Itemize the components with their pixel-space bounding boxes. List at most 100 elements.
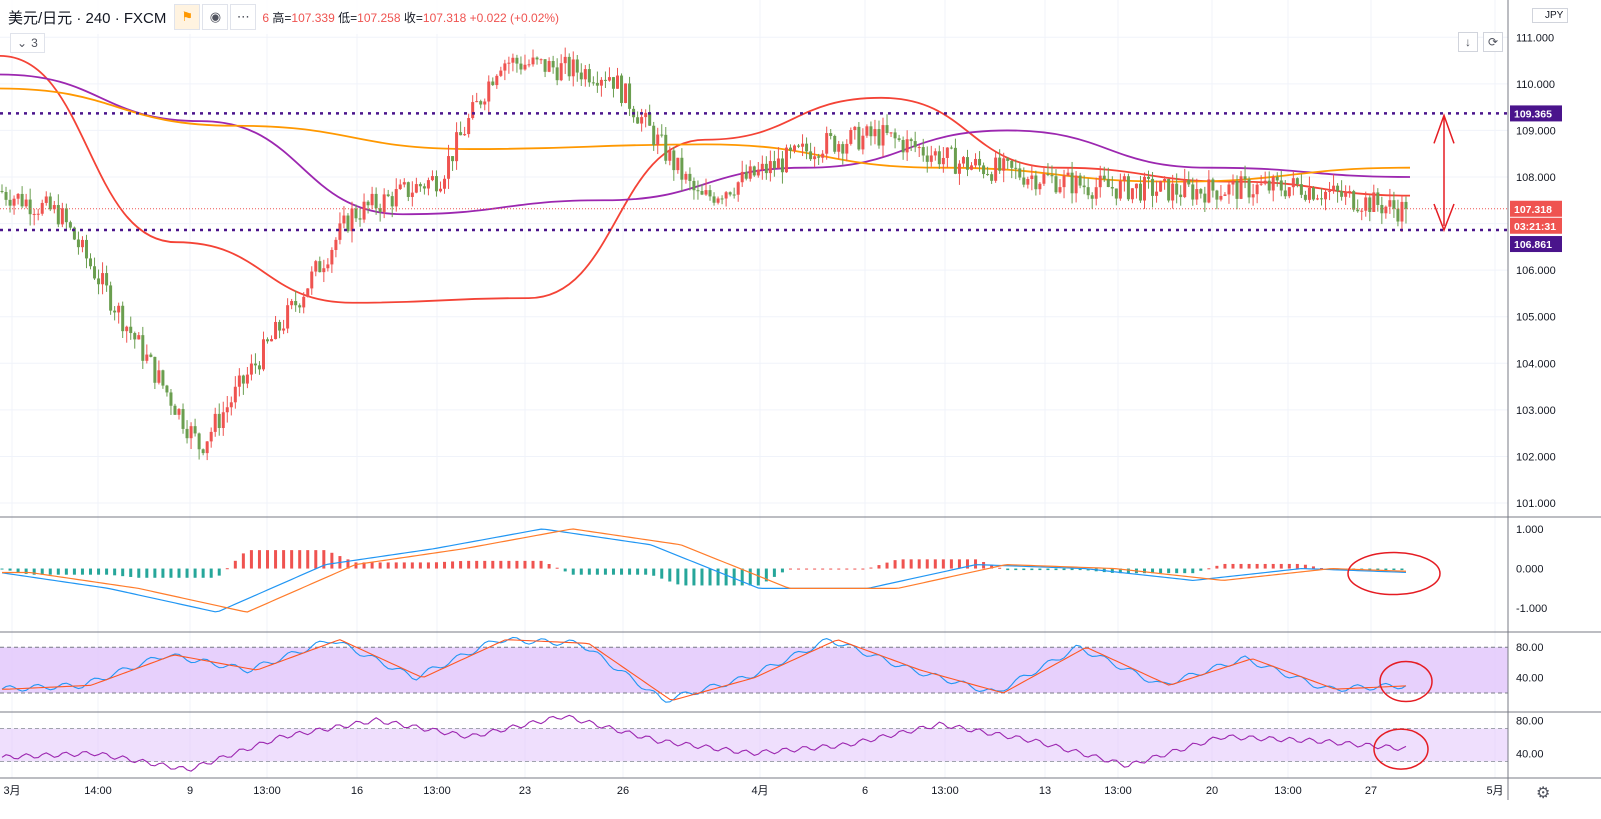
- candle-up: [624, 83, 628, 103]
- macd-histogram-bar: [909, 559, 913, 569]
- flag-icon[interactable]: ⚑: [174, 4, 201, 30]
- chart-header: 美元/日元 · 240 · FXCM ⚑ ◉ ⋯ 6 高=107.339 低=1…: [0, 0, 560, 34]
- candle-up: [286, 305, 290, 329]
- candle-up: [917, 147, 921, 149]
- candle-down: [1187, 180, 1191, 185]
- candle-down: [217, 413, 221, 428]
- candle-up: [684, 173, 688, 180]
- candle-up: [24, 199, 28, 207]
- macd-histogram-bar: [821, 568, 825, 570]
- macd-histogram-bar: [1014, 568, 1018, 571]
- macd-histogram-bar: [298, 550, 302, 569]
- candle-up: [615, 75, 619, 89]
- macd-histogram-bar: [137, 568, 141, 578]
- macd-histogram-bar: [193, 568, 197, 578]
- macd-histogram-bar: [1046, 568, 1050, 571]
- candle-up: [1324, 191, 1328, 200]
- arrow-down-icon[interactable]: ↓: [1458, 32, 1478, 52]
- candle-up: [1042, 174, 1046, 184]
- macd-histogram-bar: [64, 568, 68, 575]
- macd-histogram-bar: [274, 550, 278, 569]
- candle-up: [495, 75, 499, 86]
- macd-histogram-bar: [1319, 568, 1323, 570]
- candle-up: [837, 144, 841, 152]
- candle-up: [1360, 210, 1364, 212]
- candle-down: [434, 176, 438, 192]
- macd-histogram-bar: [217, 568, 221, 576]
- macd-histogram-bar: [684, 568, 688, 586]
- candle-up: [1183, 180, 1187, 198]
- candle-up: [1332, 185, 1336, 191]
- candle-down: [28, 199, 32, 215]
- macd-histogram-bar: [740, 568, 744, 586]
- macd-histogram-bar: [177, 568, 181, 578]
- candle-down: [1247, 179, 1251, 198]
- time-tick-label: 13:00: [931, 785, 959, 797]
- candle-down: [161, 370, 165, 386]
- candle-up: [1384, 206, 1388, 214]
- ma-slow-line: [0, 87, 1411, 183]
- candle-down: [1191, 184, 1195, 200]
- candle-up: [1171, 183, 1175, 201]
- candle-down: [708, 190, 712, 197]
- macd-histogram-bar: [378, 562, 382, 569]
- candle-up: [1307, 187, 1311, 200]
- candle-down: [744, 171, 748, 179]
- candle-down: [909, 139, 913, 142]
- macd-histogram-bar: [813, 568, 817, 570]
- candle-down: [193, 426, 197, 434]
- candle-up: [1344, 191, 1348, 197]
- low-value: 107.258: [357, 10, 401, 25]
- macd-histogram-bar: [1126, 568, 1130, 574]
- currency-label[interactable]: JPY: [1532, 8, 1569, 23]
- macd-tick-label: 0.000: [1516, 564, 1544, 576]
- macd-histogram-bar: [314, 550, 318, 569]
- candle-up: [599, 79, 603, 86]
- candle-up: [426, 180, 430, 189]
- macd-histogram-bar: [829, 568, 833, 570]
- macd-histogram-bar: [780, 568, 784, 573]
- candle-down: [149, 354, 153, 357]
- countdown-label-bg: [1510, 217, 1562, 234]
- rsi-pane: [0, 714, 1508, 772]
- candle-up: [1122, 176, 1126, 181]
- refresh-icon[interactable]: ⟳: [1483, 32, 1503, 52]
- candle-down: [990, 174, 994, 181]
- candle-down: [648, 112, 652, 126]
- macd-histogram-bar: [732, 568, 736, 586]
- macd-histogram-bar: [853, 568, 857, 570]
- candle-down: [129, 326, 133, 334]
- candle-down: [1082, 185, 1086, 188]
- macd-histogram-bar: [56, 568, 60, 575]
- candle-up: [1142, 176, 1146, 201]
- macd-histogram-bar: [145, 568, 149, 578]
- candle-down: [1054, 176, 1058, 193]
- candle-up: [704, 190, 708, 195]
- candle-up: [1315, 198, 1319, 200]
- macd-histogram-bar: [282, 550, 286, 569]
- candle-down: [636, 117, 640, 124]
- indicator-toggle[interactable]: ⌄ 3: [10, 33, 45, 53]
- candle-up: [945, 147, 949, 158]
- candle-up: [302, 296, 306, 308]
- ohlc-readout: 6 高=107.339 低=107.258 收=107.318 +0.022 (…: [262, 9, 559, 26]
- candle-down: [1267, 180, 1271, 191]
- candle-up: [865, 126, 869, 136]
- candle-down: [620, 75, 624, 103]
- symbol-title[interactable]: 美元/日元 · 240 · FXCM: [8, 9, 167, 27]
- eye-icon[interactable]: ◉: [202, 4, 229, 30]
- candle-up: [205, 441, 209, 454]
- candle-down: [358, 218, 362, 220]
- more-icon[interactable]: ⋯: [230, 4, 257, 30]
- candle-up: [1219, 195, 1223, 200]
- candle-up: [370, 193, 374, 206]
- candle-up: [229, 402, 233, 408]
- candle-up: [845, 143, 849, 154]
- candle-down: [805, 143, 809, 152]
- last-price-label-bg: [1510, 200, 1562, 217]
- candle-down: [84, 239, 88, 259]
- macd-histogram-bar: [249, 550, 253, 569]
- candle-down: [4, 191, 8, 200]
- candle-up: [157, 370, 161, 383]
